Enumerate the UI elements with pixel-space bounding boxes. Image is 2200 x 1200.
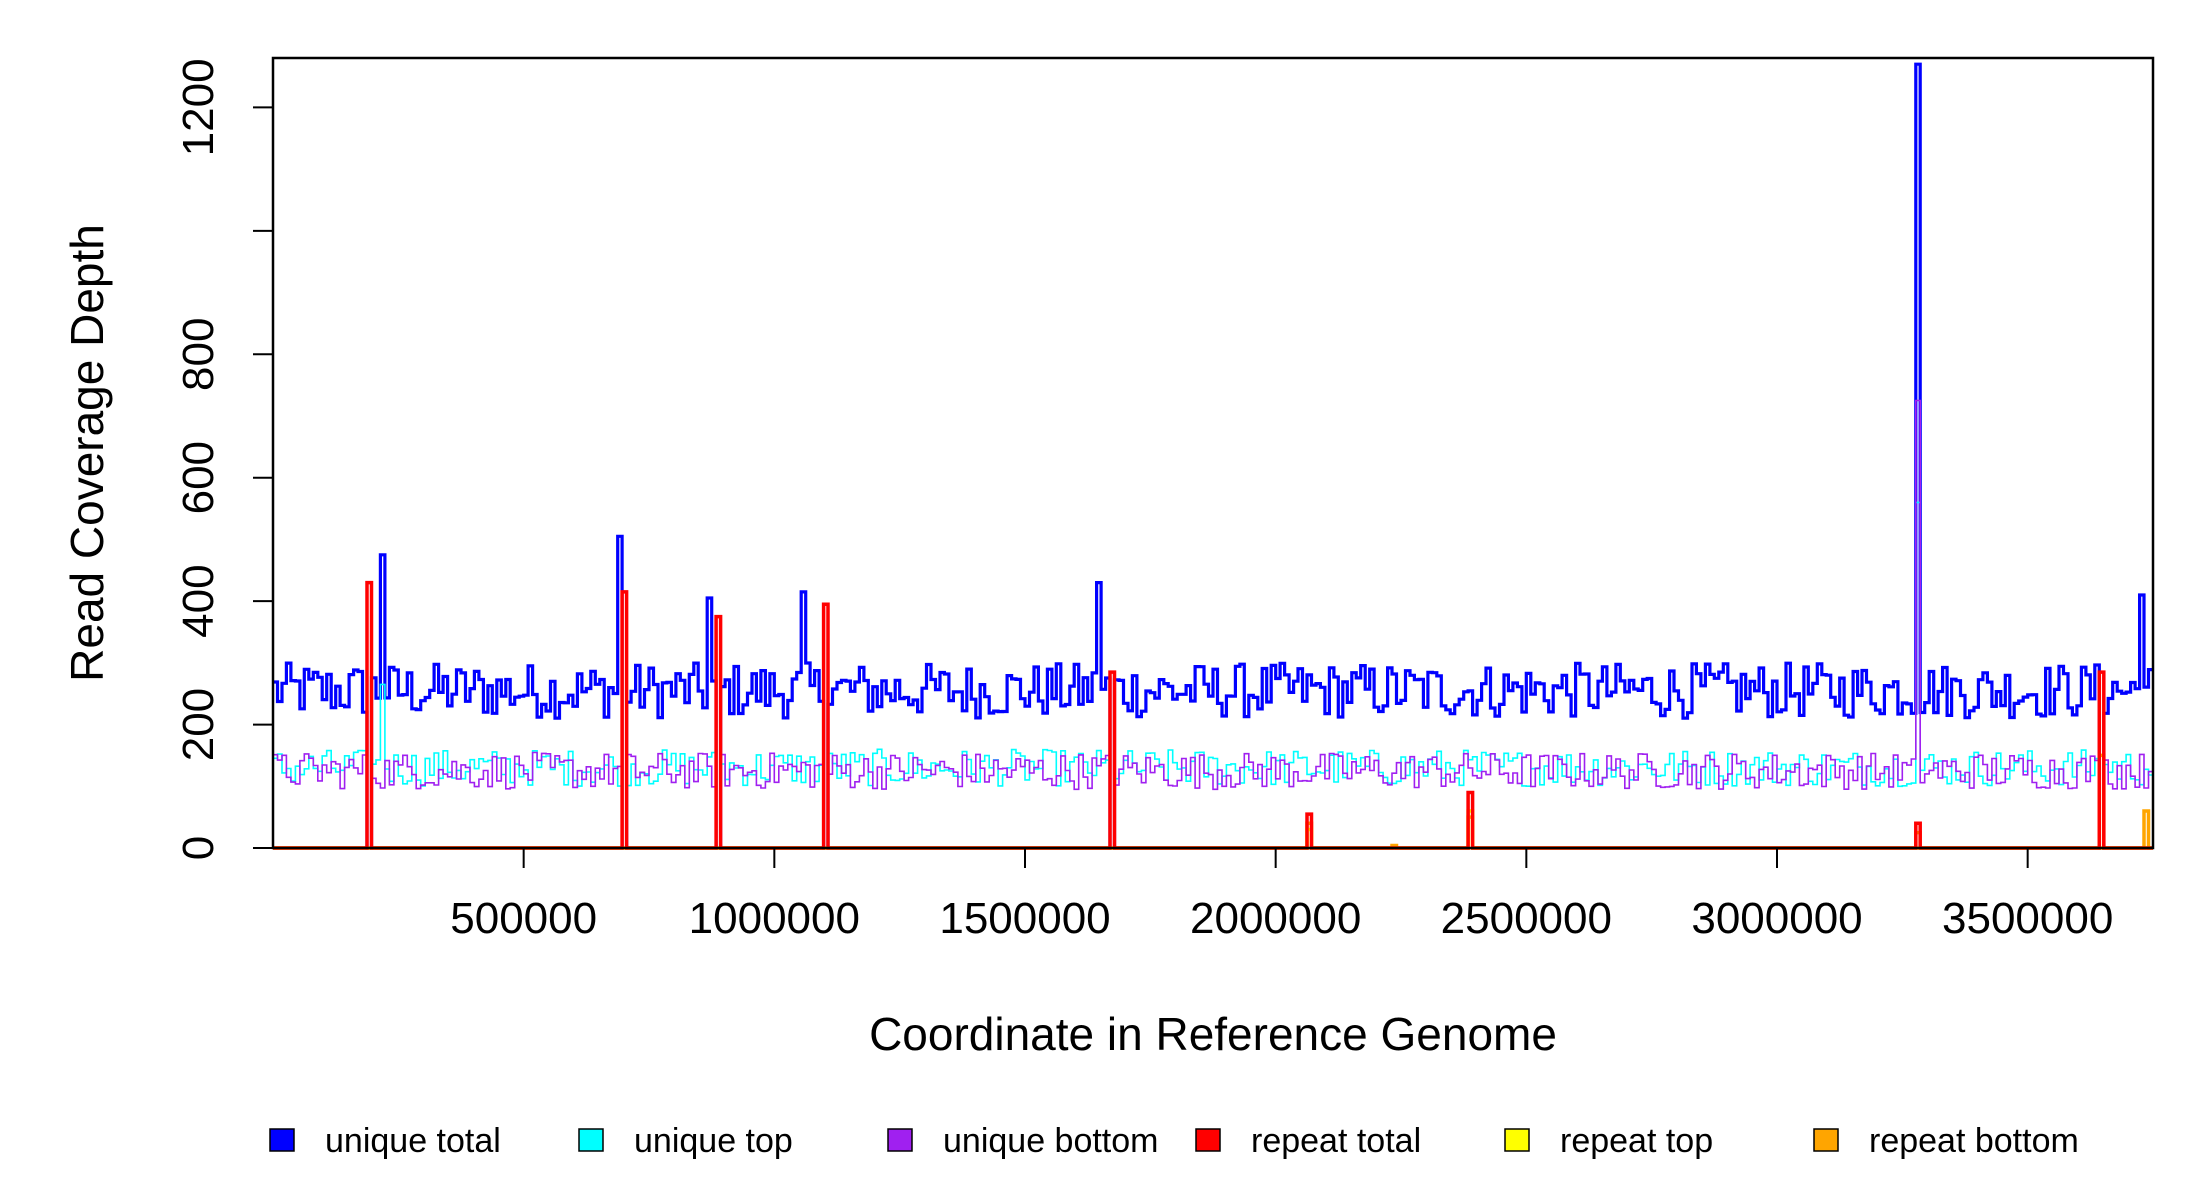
legend-label: unique total: [325, 1122, 501, 1160]
legend-item-repeat-total: repeat total: [1195, 1122, 1421, 1160]
legend-swatch: [1504, 1128, 1530, 1152]
legend-item-repeat-top: repeat top: [1504, 1122, 1713, 1160]
y-tick-label: 200: [174, 688, 223, 761]
legend-swatch: [578, 1128, 604, 1152]
legend-item-repeat-bottom: repeat bottom: [1813, 1122, 2079, 1160]
legend-swatch: [269, 1128, 295, 1152]
legend-label: unique top: [634, 1122, 793, 1160]
legend-label: unique bottom: [943, 1122, 1159, 1160]
y-tick-label: 400: [174, 564, 223, 637]
x-tick-label: 3500000: [1942, 894, 2113, 943]
x-tick-label: 2000000: [1190, 894, 1361, 943]
x-tick-label: 3000000: [1691, 894, 1862, 943]
series-unique-bottom: [273, 399, 2153, 849]
y-tick-label: 600: [174, 441, 223, 514]
x-tick-label: 1000000: [689, 894, 860, 943]
series-layer: [273, 62, 2153, 850]
legend-swatch: [1813, 1128, 1839, 1152]
y-tick-label: 1200: [174, 58, 223, 156]
legend-item-unique-bottom: unique bottom: [887, 1122, 1159, 1160]
legend-item-unique-total: unique total: [269, 1122, 501, 1160]
legend-label: repeat bottom: [1869, 1122, 2079, 1160]
series-unique-total: [273, 62, 2153, 850]
series-repeat-top: [273, 809, 2153, 850]
legend-label: repeat top: [1560, 1122, 1713, 1160]
y-axis-title: Read Coverage Depth: [61, 224, 113, 682]
legend-item-unique-top: unique top: [578, 1122, 793, 1160]
legend-swatch: [887, 1128, 913, 1152]
x-tick-label: 500000: [450, 894, 597, 943]
plot-frame: [271, 56, 2155, 850]
x-tick-label: 1500000: [939, 894, 1110, 943]
x-tick-label: 2500000: [1441, 894, 1612, 943]
legend: unique total unique top unique bottom repea…: [269, 1122, 2079, 1160]
x-axis: 500000 1000000 1500000 2000000 2500000 300000…: [450, 847, 2113, 943]
legend-swatch: [1195, 1128, 1221, 1152]
y-tick-label: 0: [174, 836, 223, 860]
y-axis: 0 200 400 600 800 1200: [174, 58, 274, 860]
legend-label: repeat total: [1251, 1122, 1421, 1160]
x-axis-title: Coordinate in Reference Genome: [869, 1008, 1557, 1060]
y-tick-label: 800: [174, 318, 223, 391]
